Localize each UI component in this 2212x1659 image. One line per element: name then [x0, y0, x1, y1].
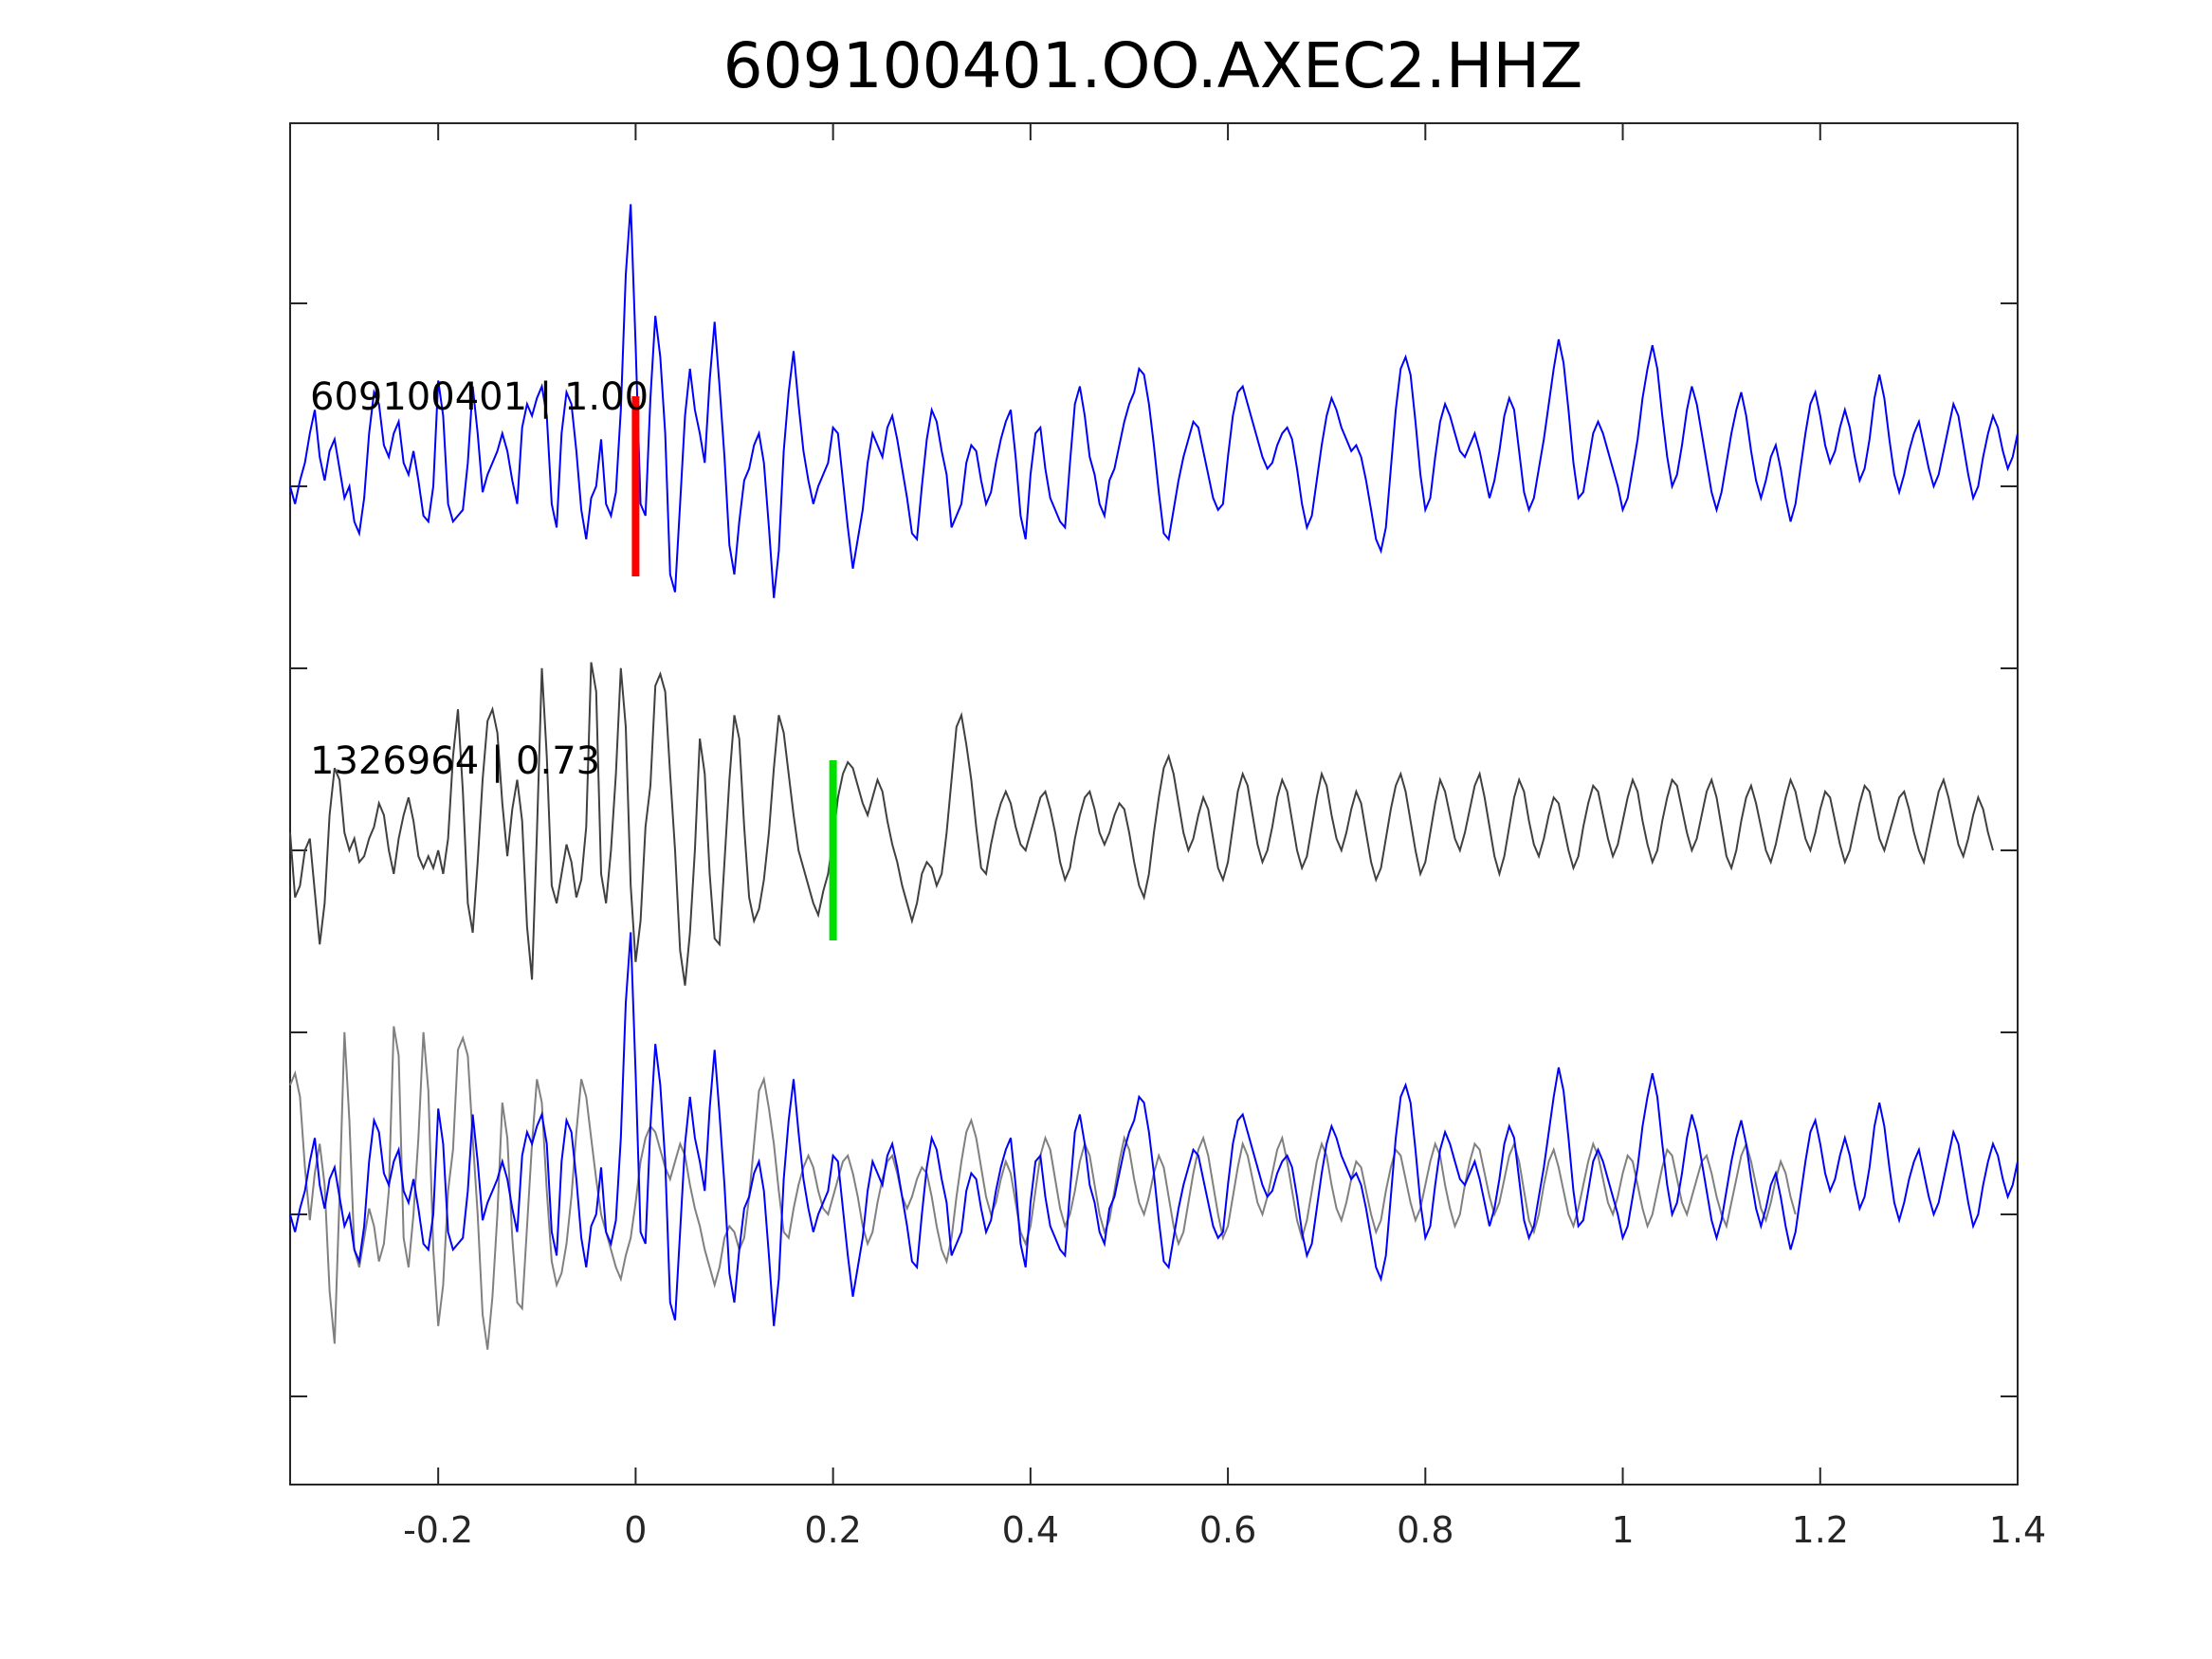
plot-area: 609100401 | 1.00 1326964 | 0.73 — [289, 122, 2019, 1486]
trace-line-match — [289, 662, 1994, 986]
trace-labels: 609100401 | 1.00 1326964 | 0.73 — [310, 375, 649, 783]
waveform-traces — [289, 204, 2019, 1350]
trace-label-match: 1326964 | 0.73 — [310, 739, 600, 783]
overlay-line-match-aligned — [289, 1026, 1797, 1350]
x-tick-label: -0.2 — [403, 1509, 473, 1551]
x-tick-label: 1.4 — [1989, 1509, 2046, 1551]
chart-title: 609100401.OO.AXEC2.HHZ — [723, 29, 1583, 102]
trace-line-master — [289, 204, 2019, 598]
x-axis-tick-labels: -0.2 0 0.2 0.4 0.6 0.8 1 1.2 1.4 — [403, 1509, 2046, 1551]
phase-picks — [631, 396, 837, 940]
overlay-line-master-aligned — [289, 932, 2019, 1326]
x-tick-label: 0 — [624, 1509, 647, 1551]
x-tick-label: 0.2 — [804, 1509, 861, 1551]
x-tick-label: 1.2 — [1792, 1509, 1849, 1551]
x-tick-label: 0.4 — [1002, 1509, 1059, 1551]
axes-frame — [289, 122, 2019, 1486]
x-tick-label: 0.8 — [1397, 1509, 1453, 1551]
x-tick-label: 1 — [1611, 1509, 1634, 1551]
x-tick-label: 0.6 — [1199, 1509, 1256, 1551]
trace-label-master: 609100401 | 1.00 — [310, 375, 649, 419]
